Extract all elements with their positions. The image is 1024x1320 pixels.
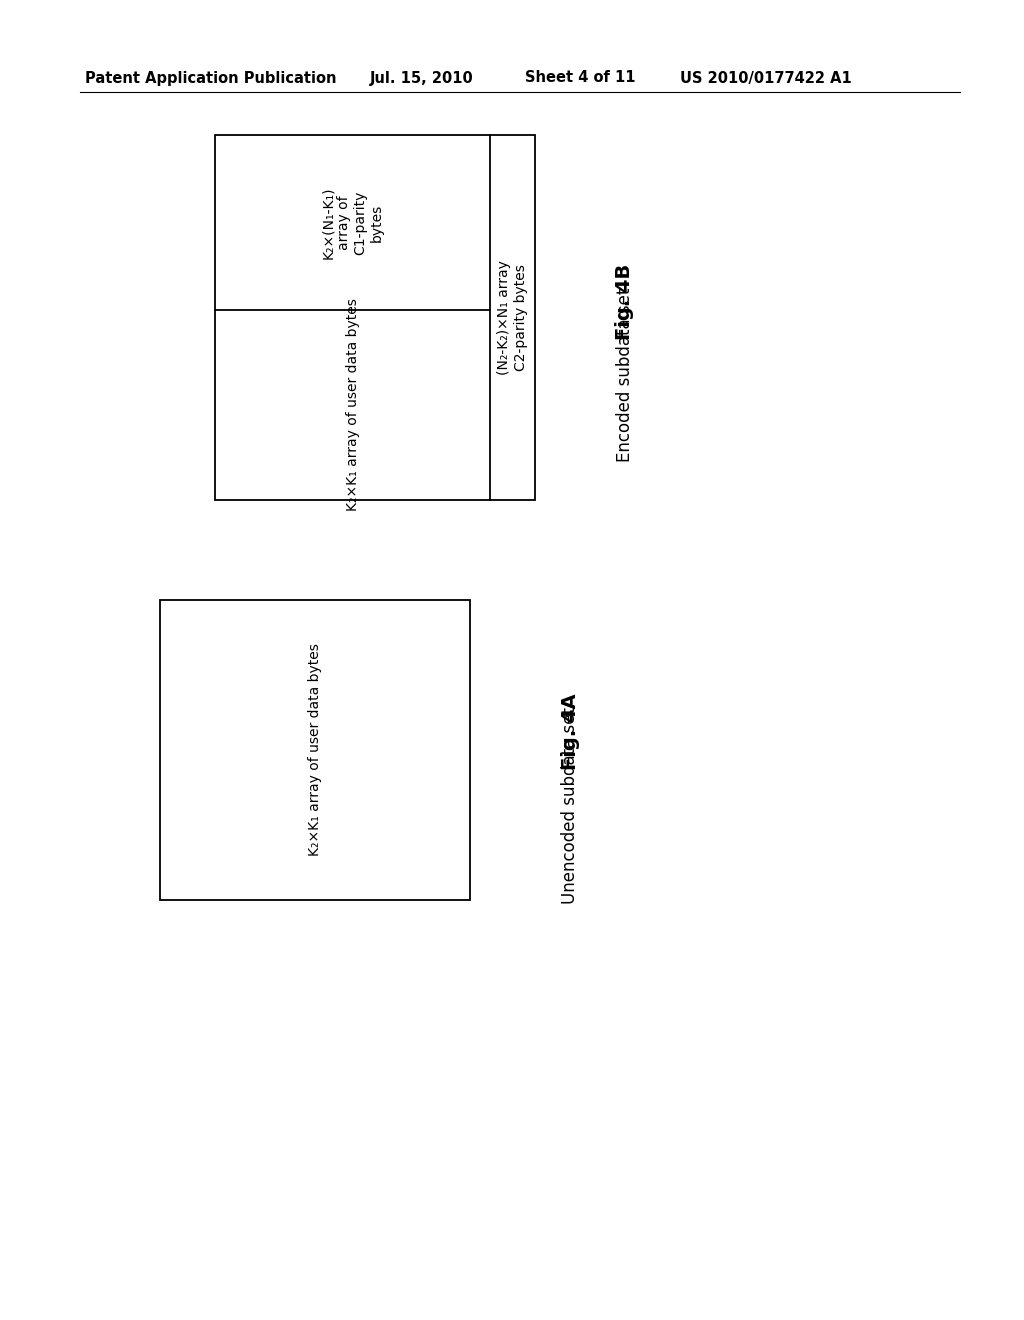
Bar xyxy=(160,601,470,900)
Text: US 2010/0177422 A1: US 2010/0177422 A1 xyxy=(680,70,852,86)
Text: Fig. 4A: Fig. 4A xyxy=(560,694,580,771)
Text: Sheet 4 of 11: Sheet 4 of 11 xyxy=(525,70,636,86)
Text: Patent Application Publication: Patent Application Publication xyxy=(85,70,337,86)
Text: K₂×(N₁-K₁)
array of
C1-parity
bytes: K₂×(N₁-K₁) array of C1-parity bytes xyxy=(322,186,384,259)
Text: K₂×K₁ array of user data bytes: K₂×K₁ array of user data bytes xyxy=(308,644,322,857)
Text: Jul. 15, 2010: Jul. 15, 2010 xyxy=(370,70,474,86)
Bar xyxy=(215,135,535,500)
Text: K₂×K₁ array of user data bytes: K₂×K₁ array of user data bytes xyxy=(345,298,359,511)
Text: Encoded subdata set: Encoded subdata set xyxy=(616,288,634,462)
Text: Fig. 4B: Fig. 4B xyxy=(615,264,635,341)
Text: (N₂-K₂)×N₁ array
C2-parity bytes: (N₂-K₂)×N₁ array C2-parity bytes xyxy=(498,260,527,375)
Text: Unencoded subdata set: Unencoded subdata set xyxy=(561,706,579,903)
